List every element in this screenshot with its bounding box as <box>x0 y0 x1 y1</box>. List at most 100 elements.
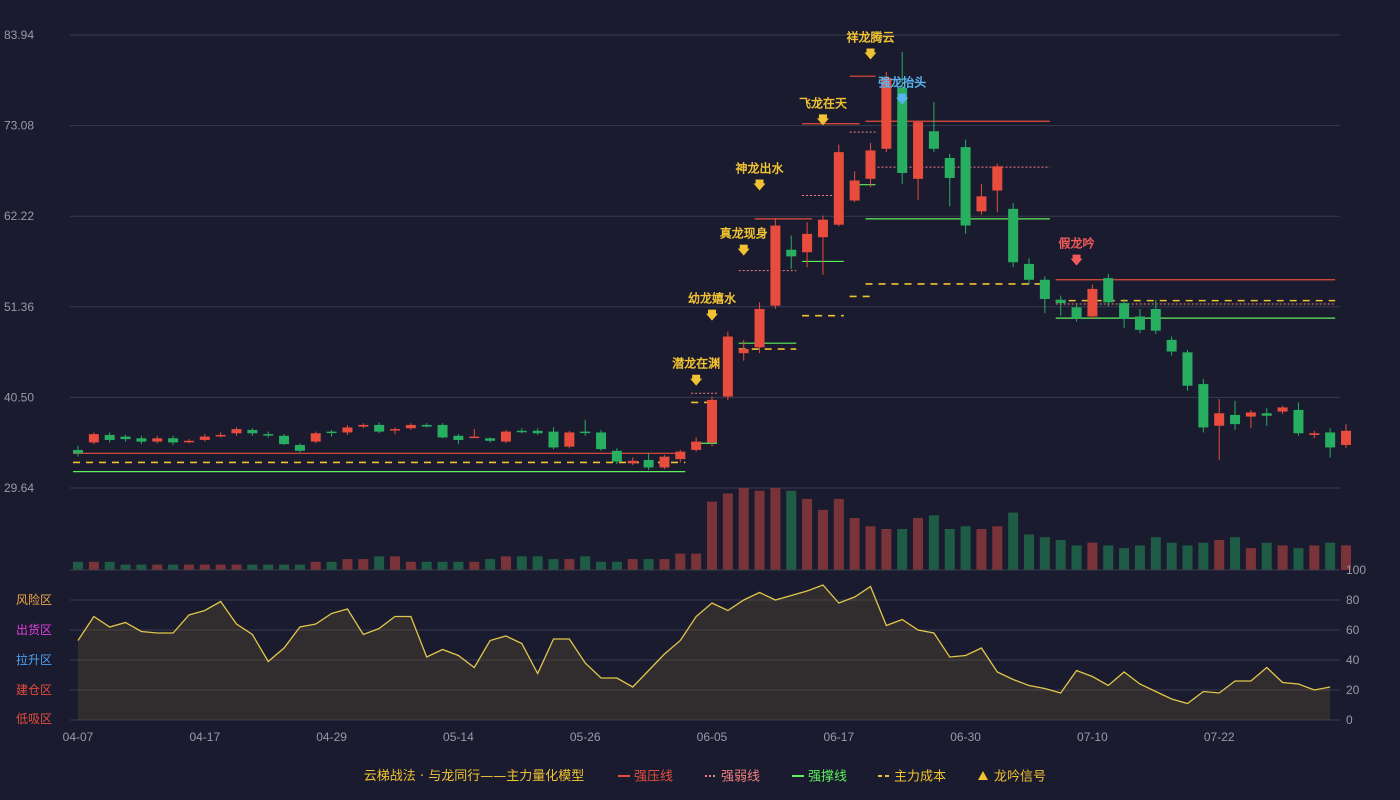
date-tick-label: 07-10 <box>1077 730 1108 744</box>
zone-label: 建仓区 <box>16 683 52 697</box>
volume-bar <box>469 561 480 570</box>
volume-bar <box>1198 542 1209 570</box>
signal-arrow-icon <box>690 374 703 386</box>
candle-body <box>120 436 131 440</box>
candle-body <box>136 438 147 442</box>
candle-body <box>1055 299 1066 304</box>
signal-arrow-icon <box>706 309 718 321</box>
candle-body <box>738 349 749 354</box>
candle-body <box>817 219 828 238</box>
volume-bar <box>564 559 575 570</box>
signal-arrow-icon <box>753 179 766 191</box>
zone-label: 低吸区 <box>16 712 52 726</box>
volume-bar <box>833 498 844 570</box>
candle-body <box>1198 384 1209 428</box>
candle-body <box>675 451 686 460</box>
date-tick-label: 06-05 <box>697 730 728 744</box>
candle-body <box>421 424 432 427</box>
candle-body <box>1087 288 1098 317</box>
volume-bar <box>817 509 828 570</box>
candle-body <box>754 308 765 348</box>
signal-label: 潜龙在渊 <box>672 356 720 371</box>
volume-bar <box>168 564 179 570</box>
volume-bar <box>374 556 385 570</box>
legend-label: 主力成本 <box>894 770 946 785</box>
candle-body <box>548 431 559 448</box>
volume-bar <box>532 556 543 570</box>
candle-body <box>73 449 83 454</box>
candle-body <box>247 429 258 434</box>
candle-body <box>374 424 385 432</box>
date-tick-label: 04-07 <box>63 730 94 744</box>
zone-label: 风险区 <box>16 592 52 607</box>
date-tick-label: 06-17 <box>823 730 854 744</box>
candle-body <box>168 438 179 443</box>
signal-label: 假龙吟 <box>1059 236 1095 251</box>
candle-body <box>802 233 813 253</box>
candle-body <box>310 433 321 442</box>
volume-bar <box>960 526 971 570</box>
volume-bar <box>865 526 876 570</box>
candle-body <box>722 336 733 397</box>
volume-bar <box>675 553 686 570</box>
volume-bar <box>849 518 860 570</box>
volume-bar <box>358 559 369 570</box>
volume-bar <box>1277 545 1288 570</box>
chart-legend: 云梯战法 · 与龙同行——主力量化模型 强压线 强弱线 强撑线 主力成本 龙吟信号 <box>364 769 1046 785</box>
volume-bar <box>738 488 749 570</box>
volume-bars <box>73 488 1351 570</box>
volume-bar <box>659 559 670 570</box>
price-tick-label: 73.08 <box>4 119 34 133</box>
candle-body <box>500 431 511 442</box>
volume-bar <box>516 556 527 570</box>
volume-bar <box>88 561 99 570</box>
osc-tick-label: 100 <box>1346 563 1366 577</box>
candle-body <box>1325 432 1336 448</box>
volume-bar <box>1325 542 1336 570</box>
candle-body <box>469 436 480 439</box>
osc-tick-label: 60 <box>1346 623 1360 637</box>
candle-body <box>1071 307 1082 319</box>
candle-body <box>405 424 416 429</box>
price-tick-label: 40.50 <box>4 390 34 404</box>
date-axis: 04-07 04-17 04-29 05-14 05-26 06-05 06-17 06-30… <box>63 730 1235 744</box>
candle-body <box>881 77 892 149</box>
legend-label: 强撑线 <box>808 770 847 785</box>
level-lines <box>73 75 1336 473</box>
candle-body <box>564 432 575 447</box>
zone-label: 拉升区 <box>16 652 52 667</box>
volume-bar <box>390 556 400 570</box>
candle-body <box>976 196 987 212</box>
volume-bar <box>627 559 638 570</box>
candle-body <box>643 459 654 468</box>
signal-label: 神龙出水 <box>736 160 785 175</box>
candle-body <box>199 436 210 440</box>
candle-body <box>849 180 860 201</box>
signal-arrow-icon <box>864 48 877 60</box>
candle-body <box>659 456 670 468</box>
candle-body <box>1341 430 1351 445</box>
candle-body <box>580 431 591 434</box>
candle-body <box>1103 278 1114 303</box>
candle-body <box>960 147 971 226</box>
osc-line <box>77 584 1331 705</box>
price-tick-label: 83.94 <box>4 28 34 42</box>
osc-area <box>78 585 1331 720</box>
volume-bar <box>770 488 781 570</box>
candle-body <box>390 429 400 431</box>
candle-body <box>1039 279 1050 299</box>
volume-bar <box>421 561 432 570</box>
volume-bar <box>1071 545 1082 570</box>
volume-bar <box>183 564 194 570</box>
candle-body <box>516 430 527 433</box>
candle-body <box>691 441 702 450</box>
legend-label: 龙吟信号 <box>994 769 1046 785</box>
volume-bar <box>1214 539 1225 570</box>
volume-bar <box>596 561 607 570</box>
volume-bar <box>913 518 924 570</box>
signal-arrow-icon <box>1070 254 1083 266</box>
volume-bar <box>310 561 321 570</box>
volume-bar <box>215 564 226 570</box>
date-tick-label: 05-14 <box>443 730 474 744</box>
signal-arrow-icon <box>896 93 909 105</box>
